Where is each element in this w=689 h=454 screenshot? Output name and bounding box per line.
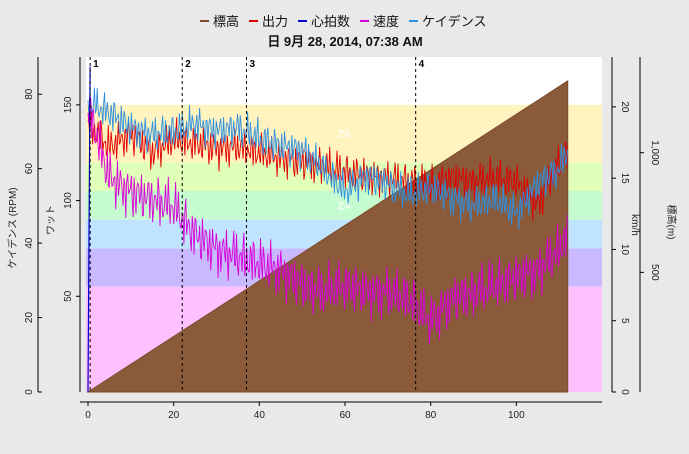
cadence-axis-tick-label: 20 xyxy=(24,312,35,324)
x-axis-tick-label: 60 xyxy=(339,410,351,421)
power-zone-label: Z6 xyxy=(338,129,351,141)
elevation-axis-tick-label: 1,000 xyxy=(649,140,660,165)
x-axis-tick-label: 0 xyxy=(85,410,91,421)
x-axis-tick-label: 80 xyxy=(425,410,437,421)
series-line xyxy=(87,66,91,393)
power-axis-label: ワット xyxy=(46,205,57,235)
speed-axis-tick-label: 15 xyxy=(619,173,630,185)
legend-item: 出力 xyxy=(262,14,288,29)
lap-marker-label: 1 xyxy=(93,59,99,70)
speed-axis-tick-label: 5 xyxy=(619,318,630,324)
power-axis-tick-label: 150 xyxy=(63,96,74,113)
speed-axis-tick-label: 0 xyxy=(619,389,630,395)
x-axis-tick-label: 20 xyxy=(168,410,180,421)
cadence-axis-tick-label: 60 xyxy=(24,163,35,175)
cadence-axis-tick-label: 40 xyxy=(24,237,35,249)
series-area-elevation xyxy=(86,80,569,393)
speed-axis-tick-label: 10 xyxy=(619,244,630,256)
cadence-axis-label: ケイデンス (RPM) xyxy=(6,187,19,268)
power-axis-tick-label: 50 xyxy=(63,290,74,302)
series-line xyxy=(87,87,569,231)
elevation-axis-tick-label: 500 xyxy=(649,264,660,281)
lap-marker-label: 4 xyxy=(419,59,425,70)
elevation-axis-label: 標高(m) xyxy=(665,205,678,240)
x-axis-tick-label: 100 xyxy=(508,410,525,421)
power-zone-label: Z4 xyxy=(338,200,352,212)
legend-item: 速度 xyxy=(373,14,399,29)
cadence-axis-tick-label: 0 xyxy=(24,389,35,395)
cadence-axis-tick-label: 80 xyxy=(24,88,35,100)
legend-item: 心拍数 xyxy=(311,14,350,29)
speed-axis-tick-label: 20 xyxy=(619,101,630,113)
chart-title: 日 9月 28, 2014, 07:38 AM xyxy=(267,34,422,49)
series-line xyxy=(87,111,569,222)
power-axis-tick-label: 100 xyxy=(63,192,74,209)
x-axis-tick-label: 40 xyxy=(254,410,266,421)
lap-marker-label: 3 xyxy=(249,59,255,70)
legend-item: 標高 xyxy=(213,14,239,29)
speed-axis-label: km/h xyxy=(629,214,640,236)
series-line xyxy=(87,95,569,345)
lap-marker-label: 2 xyxy=(185,59,191,70)
legend-item: ケイデンス xyxy=(422,14,486,29)
